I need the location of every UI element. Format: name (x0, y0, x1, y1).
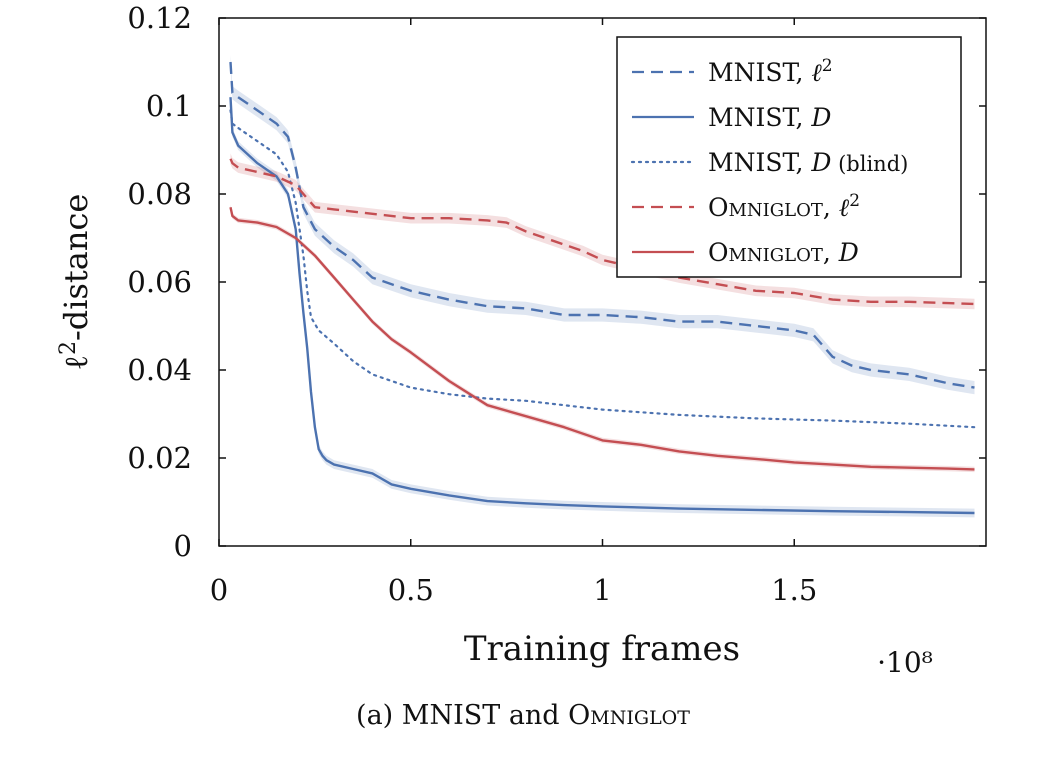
series-line-mnist-d (229, 97, 975, 515)
x-tick-label: 1.5 (771, 573, 817, 607)
series-line-omniglot-d (229, 206, 975, 471)
caption-dataset: Omniglot (568, 700, 690, 731)
caption-prefix: (a) MNIST and (356, 700, 569, 731)
y-tick-label: 0.12 (127, 1, 192, 35)
legend-label: Omniglot, D (708, 238, 859, 267)
y-tick-label: 0.08 (127, 177, 192, 211)
y-tick-label: 0.04 (127, 353, 192, 387)
y-tick-label: 0.1 (146, 89, 192, 123)
y-tick-label: 0.02 (127, 441, 192, 475)
x-axis-label: Training frames (464, 629, 740, 669)
figure-caption: (a) MNIST and Omniglot (0, 700, 1046, 731)
x-tick-label: 0.5 (388, 573, 434, 607)
x-axis-multiplier: ·10⁸ (877, 646, 933, 679)
y-tick-label: 0.06 (127, 265, 192, 299)
series-lines (229, 61, 976, 515)
series-line-mnist (229, 61, 975, 389)
x-tick-label: 1 (593, 573, 611, 607)
legend: MNIST, ℓ2 MNIST, D MNIST, D (blind) Omniglo… (616, 36, 962, 278)
legend-label: MNIST, D (blind) (708, 148, 908, 177)
series-line-mnist-d-blind (229, 109, 976, 429)
y-tick-label: 0 (174, 529, 192, 563)
series-line-omniglot (229, 158, 975, 306)
line-chart: 0 0.5 1 1.5 0 0.02 0.04 0.06 0.08 0.1 0.12 Traini… (56, 1, 987, 679)
legend-label: Omniglot, ℓ2 (708, 191, 860, 222)
legend-box (616, 36, 962, 278)
y-axis-ticks: 0 0.02 0.04 0.06 0.08 0.1 0.12 (127, 1, 986, 563)
legend-label: MNIST, ℓ2 (708, 56, 833, 87)
legend-label: MNIST, D (708, 103, 831, 132)
x-axis-ticks: 0 0.5 1 1.5 (210, 18, 817, 607)
y-axis-label: ℓ2-distance (56, 194, 95, 371)
x-tick-label: 0 (210, 573, 228, 607)
